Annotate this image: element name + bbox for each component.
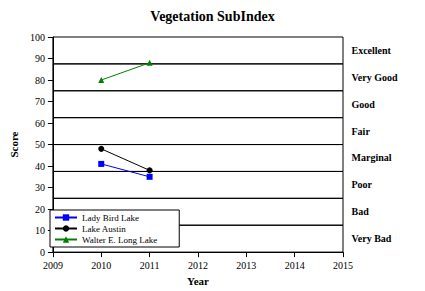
svg-text:100: 100 xyxy=(30,32,45,43)
svg-text:Vegetation SubIndex: Vegetation SubIndex xyxy=(150,9,274,24)
svg-text:2014: 2014 xyxy=(285,260,305,271)
svg-text:Lake Austin: Lake Austin xyxy=(82,224,126,234)
svg-text:0: 0 xyxy=(40,247,45,258)
svg-text:Score: Score xyxy=(8,131,20,157)
svg-text:Year: Year xyxy=(187,275,209,287)
svg-text:30: 30 xyxy=(35,182,45,193)
svg-text:Walter E. Long Lake: Walter E. Long Lake xyxy=(82,235,157,245)
svg-text:Marginal: Marginal xyxy=(352,152,392,163)
svg-text:2012: 2012 xyxy=(188,260,208,271)
svg-text:2011: 2011 xyxy=(140,260,160,271)
svg-text:40: 40 xyxy=(35,161,45,172)
svg-text:2010: 2010 xyxy=(91,260,111,271)
svg-text:Very Bad: Very Bad xyxy=(352,233,392,244)
svg-text:2009: 2009 xyxy=(43,260,63,271)
svg-text:Very Good: Very Good xyxy=(352,72,398,83)
svg-text:Poor: Poor xyxy=(352,179,373,190)
svg-text:Fair: Fair xyxy=(352,126,371,137)
svg-text:Excellent: Excellent xyxy=(352,45,392,56)
svg-text:60: 60 xyxy=(35,118,45,129)
svg-text:2015: 2015 xyxy=(333,260,353,271)
svg-text:70: 70 xyxy=(35,96,45,107)
svg-text:Bad: Bad xyxy=(352,206,370,217)
svg-text:50: 50 xyxy=(35,139,45,150)
svg-text:Lady Bird Lake: Lady Bird Lake xyxy=(82,213,139,223)
svg-text:Good: Good xyxy=(352,99,376,110)
svg-text:20: 20 xyxy=(35,204,45,215)
svg-text:90: 90 xyxy=(35,53,45,64)
svg-text:10: 10 xyxy=(35,225,45,236)
svg-text:2013: 2013 xyxy=(236,260,256,271)
svg-text:80: 80 xyxy=(35,75,45,86)
